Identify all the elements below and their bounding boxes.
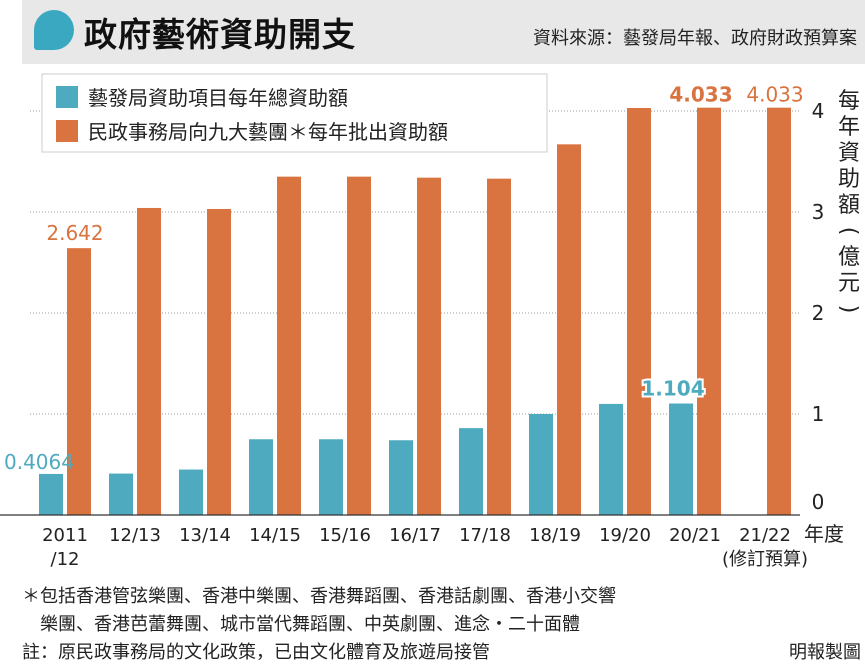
bar: [39, 473, 63, 515]
y-axis-label: 年: [838, 115, 860, 140]
x-tick-label: /12: [51, 549, 80, 570]
x-tick-label: 18/19: [529, 525, 581, 546]
x-tick-label: (修訂預算): [722, 549, 808, 570]
y-tick-label: 4: [812, 99, 825, 123]
data-label: 4.033: [669, 83, 732, 107]
bar: [347, 176, 371, 515]
x-tick-label: 12/13: [109, 525, 161, 546]
x-tick-label: 17/18: [459, 525, 511, 546]
bar: [697, 107, 721, 516]
x-tick-label: 21/22: [739, 525, 791, 546]
bar: [669, 403, 693, 515]
y-axis-label: 元: [838, 271, 860, 296]
y-axis-label: 額: [838, 193, 860, 218]
x-tick-label: 14/15: [249, 525, 301, 546]
data-label: 0.4064: [4, 450, 74, 474]
data-label: 2.642: [46, 221, 103, 245]
y-tick-label: 3: [812, 200, 825, 224]
y-axis-label: 助: [838, 167, 860, 192]
bar: [627, 107, 651, 515]
footnote-line-2: 樂團、香港芭蕾舞團、城市當代舞蹈團、中英劇團、進念・二十面體: [40, 614, 580, 635]
data-label: 1.104: [641, 376, 704, 400]
speech-bubble-icon: [34, 10, 74, 50]
bar: [137, 207, 161, 515]
legend-box: [41, 73, 548, 153]
header-banner: 政府藝術資助開支 資料來源：藝發局年報、政府財政預算案: [22, 0, 865, 64]
x-tick-label: 2011: [42, 525, 88, 546]
x-tick-label: 15/16: [319, 525, 371, 546]
x-tick-label: 19/20: [599, 525, 651, 546]
x-tick-label: 16/17: [389, 525, 441, 546]
bar: [277, 176, 301, 515]
legend-swatch: [56, 86, 78, 108]
x-tick-label: 20/21: [669, 525, 721, 546]
bar: [179, 469, 203, 515]
bar: [109, 473, 133, 515]
legend-entry: 民政事務局向九大藝團＊每年批出資助額: [88, 120, 448, 144]
bar: [599, 403, 623, 515]
y-axis-label: 每: [838, 89, 860, 114]
bar: [319, 439, 343, 515]
y-axis-label: (: [836, 227, 861, 236]
bar: [767, 107, 791, 516]
bar: [487, 178, 511, 516]
y-axis-label: 億: [838, 245, 860, 270]
bar: [389, 440, 413, 515]
chart-title: 政府藝術資助開支: [84, 15, 356, 54]
legend-entry: 藝發局資助項目每年總資助額: [88, 86, 348, 110]
footnote-line-1: ＊包括香港管弦樂團、香港中樂團、香港舞蹈團、香港話劇團、香港小交響: [22, 586, 616, 607]
y-tick-label: 0: [812, 490, 825, 514]
data-label: 4.033: [746, 83, 803, 107]
bar: [67, 248, 91, 515]
y-axis-label: ): [836, 305, 861, 314]
footnote-line-3: 註：原民政事務局的文化政策，已由文化體育及旅遊局接管: [22, 642, 490, 663]
bar: [207, 208, 231, 515]
credit: 明報製圖: [789, 642, 861, 663]
bar: [557, 144, 581, 515]
y-tick-label: 1: [812, 402, 825, 426]
bar: [249, 439, 273, 515]
bar: [459, 428, 483, 515]
bar: [417, 177, 441, 515]
data-source: 資料來源：藝發局年報、政府財政預算案: [533, 28, 857, 49]
legend-swatch: [56, 120, 78, 142]
x-tick-label: 13/14: [179, 525, 231, 546]
bar: [529, 414, 553, 515]
y-tick-label: 2: [812, 301, 825, 325]
x-axis-label: 年度: [804, 522, 844, 546]
y-axis-label: 資: [838, 141, 860, 166]
